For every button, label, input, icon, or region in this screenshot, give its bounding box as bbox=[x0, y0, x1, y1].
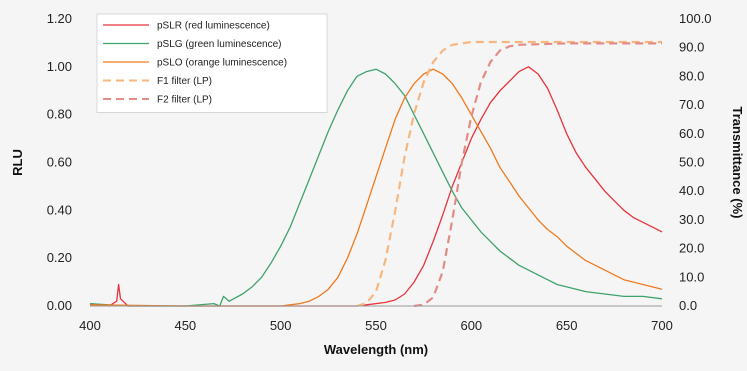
legend-label: F1 filter (LP) bbox=[157, 76, 212, 87]
legend-label: pSLR (red luminescence) bbox=[157, 21, 270, 32]
y-tick-label: 0.40 bbox=[47, 202, 72, 217]
y2-tick-label: 10.0 bbox=[679, 269, 704, 284]
y2-tick-label: 0.0 bbox=[679, 298, 697, 313]
y2-tick-label: 60.0 bbox=[679, 126, 704, 141]
x-tick-label: 700 bbox=[651, 318, 673, 333]
series-line-4 bbox=[356, 40, 662, 308]
y-tick-label: 0.20 bbox=[47, 250, 72, 265]
y2-tick-label: 80.0 bbox=[679, 68, 704, 83]
series-line-3 bbox=[89, 68, 663, 307]
x-tick-label: 500 bbox=[270, 318, 292, 333]
y-tick-label: 0.00 bbox=[47, 298, 72, 313]
y-tick-label: 1.20 bbox=[47, 11, 72, 26]
y2-tick-label: 70.0 bbox=[679, 97, 704, 112]
y-tick-label: 1.00 bbox=[47, 59, 72, 74]
y-axis-label: RLU bbox=[10, 149, 25, 176]
y2-axis-label: Transmittance (%) bbox=[730, 107, 745, 219]
series-line-5 bbox=[413, 42, 662, 308]
y2-tick-label: 30.0 bbox=[679, 212, 704, 227]
y2-tick-label: 20.0 bbox=[679, 241, 704, 256]
legend: pSLR (red luminescence) pSLG (green lumin… bbox=[96, 13, 328, 113]
y2-tick-label: 90.0 bbox=[679, 40, 704, 55]
x-axis-label: Wavelength (nm) bbox=[324, 342, 428, 357]
x-tick-label: 550 bbox=[365, 318, 387, 333]
legend-box bbox=[96, 13, 328, 113]
x-axis-ticks: 400 450 500 550 600 650 700 bbox=[79, 318, 673, 333]
series-line-2 bbox=[89, 68, 663, 307]
x-tick-label: 450 bbox=[174, 318, 196, 333]
y2-axis-ticks: 0.0 10.0 20.0 30.0 40.0 50.0 60.0 70.0 80.0 90.0 1… bbox=[679, 11, 712, 313]
x-tick-label: 600 bbox=[460, 318, 482, 333]
y2-tick-label: 50.0 bbox=[679, 155, 704, 170]
y-axis-ticks: 0.00 0.20 0.40 0.60 0.80 1.00 1.20 bbox=[47, 11, 72, 313]
y-tick-label: 0.60 bbox=[47, 155, 72, 170]
y2-tick-label: 40.0 bbox=[679, 183, 704, 198]
y-tick-label: 0.80 bbox=[47, 107, 72, 122]
y2-tick-label: 100.0 bbox=[679, 11, 712, 26]
legend-label: pSLG (green luminescence) bbox=[157, 39, 282, 50]
legend-label: pSLO (orange luminescence) bbox=[157, 58, 287, 69]
x-tick-label: 650 bbox=[556, 318, 578, 333]
legend-label: F2 filter (LP) bbox=[157, 95, 212, 106]
x-tick-label: 400 bbox=[79, 318, 101, 333]
plot-area bbox=[89, 40, 663, 308]
